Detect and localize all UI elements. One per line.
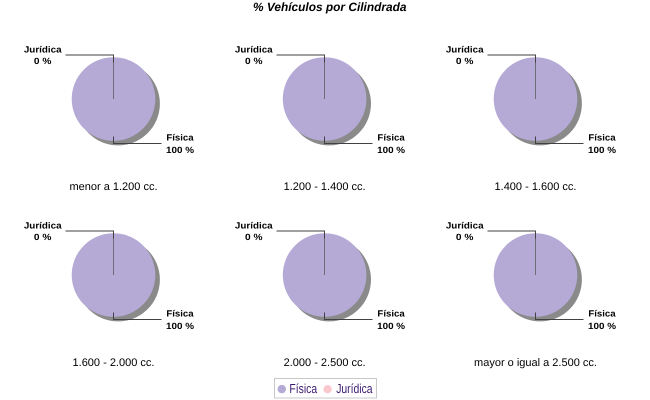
svg-text:Física: Física — [166, 309, 194, 319]
svg-text:Física: Física — [377, 133, 405, 143]
svg-text:100 %: 100 % — [166, 321, 194, 331]
svg-text:Jurídica: Jurídica — [24, 220, 63, 230]
svg-text:mayor o igual a 2.500 cc.: mayor o igual a 2.500 cc. — [474, 357, 597, 369]
svg-text:0 %: 0 % — [245, 56, 263, 66]
svg-text:1.400 - 1.600 cc.: 1.400 - 1.600 cc. — [495, 181, 577, 193]
svg-text:Física: Física — [588, 133, 616, 143]
svg-text:Jurídica: Jurídica — [235, 220, 274, 230]
svg-text:100 %: 100 % — [377, 321, 405, 331]
svg-text:Jurídica: Jurídica — [336, 381, 373, 396]
svg-text:0 %: 0 % — [245, 232, 263, 242]
svg-text:Jurídica: Jurídica — [24, 44, 63, 54]
svg-text:Física: Física — [588, 309, 616, 319]
svg-text:1.600 - 2.000 cc.: 1.600 - 2.000 cc. — [73, 357, 155, 369]
svg-text:menor a 1.200 cc.: menor a 1.200 cc. — [69, 181, 157, 193]
svg-text:100 %: 100 % — [377, 145, 405, 155]
svg-text:1.200 - 1.400 cc.: 1.200 - 1.400 cc. — [284, 181, 366, 193]
svg-text:0 %: 0 % — [456, 56, 474, 66]
svg-text:Jurídica: Jurídica — [446, 220, 485, 230]
svg-text:Física: Física — [166, 133, 194, 143]
svg-text:100 %: 100 % — [588, 145, 616, 155]
svg-text:0 %: 0 % — [34, 232, 52, 242]
svg-text:Física: Física — [377, 309, 405, 319]
svg-text:0 %: 0 % — [456, 232, 474, 242]
svg-text:100 %: 100 % — [588, 321, 616, 331]
svg-text:Física: Física — [289, 381, 317, 396]
svg-text:0 %: 0 % — [34, 56, 52, 66]
svg-text:% Vehículos por Cilindrada: % Vehículos por Cilindrada — [253, 0, 407, 14]
svg-text:Jurídica: Jurídica — [235, 44, 274, 54]
svg-text:2.000 - 2.500 cc.: 2.000 - 2.500 cc. — [284, 357, 366, 369]
svg-text:Jurídica: Jurídica — [446, 44, 485, 54]
svg-text:100 %: 100 % — [166, 145, 194, 155]
